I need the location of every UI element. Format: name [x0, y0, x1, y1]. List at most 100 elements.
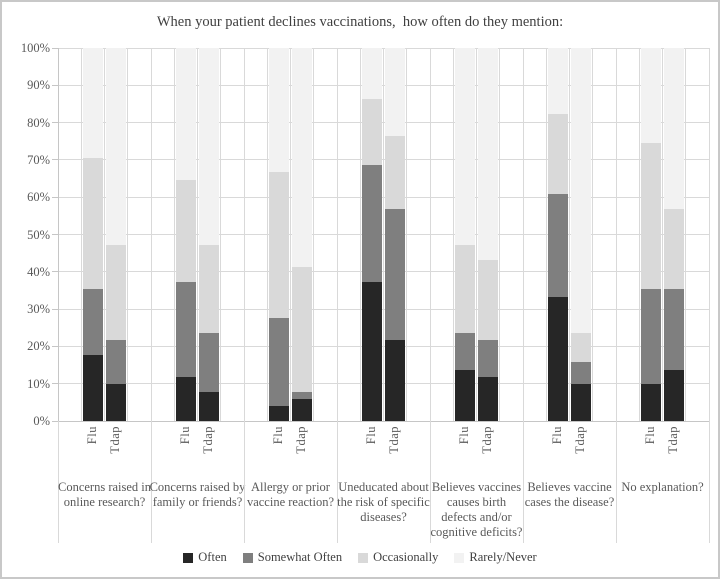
chart-legend: Often Somewhat Often Occasionally Rarely/Ne…	[2, 550, 718, 565]
legend-label: Somewhat Often	[257, 550, 343, 564]
bar-segment-somewhat-often	[269, 318, 289, 407]
gridline-vertical	[499, 48, 501, 421]
legend-item-rarely-never: Rarely/Never	[454, 550, 537, 565]
y-axis-tick-label: 10%	[27, 376, 50, 391]
legend-label: Occasionally	[373, 550, 439, 564]
category-label: Uneducated about the risk of specific di…	[337, 480, 430, 524]
gridline-vertical	[545, 48, 547, 421]
bar-segment-occasionally	[199, 245, 219, 334]
category-divider	[243, 421, 245, 543]
y-axis-tick-label: 90%	[27, 78, 50, 93]
x-axis-bar-label-tdap: Tdap	[387, 426, 402, 454]
legend-swatch-icon	[454, 552, 465, 563]
gridline-vertical	[80, 48, 82, 421]
y-axis-tick	[52, 271, 58, 273]
category-divider	[615, 421, 617, 543]
y-axis-tick	[52, 345, 58, 347]
gridline-vertical	[266, 48, 268, 421]
x-axis-bar-label-flu: Flu	[270, 426, 285, 445]
bar-segment-often	[83, 355, 103, 421]
category-divider	[429, 421, 431, 543]
bar-segment-occasionally	[83, 157, 103, 290]
chart-title: When your patient declines vaccinations,…	[156, 14, 564, 30]
bar-segment-somewhat-often	[362, 165, 382, 282]
gridline-vertical	[685, 48, 687, 421]
bar-segment-rarely-never	[455, 48, 475, 246]
bar-segment-occasionally	[664, 208, 684, 290]
legend-item-somewhat-often: Somewhat Often	[242, 550, 343, 565]
gridline-vertical	[406, 48, 408, 421]
x-axis-bar-label-tdap: Tdap	[573, 426, 588, 454]
category-label: Allergy or prior vaccine reaction?	[246, 480, 335, 509]
bar-segment-rarely-never	[664, 48, 684, 209]
y-axis-tick	[52, 122, 58, 124]
bar-segment-often	[455, 369, 475, 421]
gridline-vertical	[127, 48, 129, 421]
legend-label: Rarely/Never	[469, 550, 537, 564]
bar-segment-somewhat-often	[664, 289, 684, 370]
legend-item-occasionally: Occasionally	[358, 550, 438, 565]
gridline-vertical	[429, 48, 431, 421]
gridline-vertical	[662, 48, 663, 421]
bar-segment-occasionally	[641, 143, 661, 290]
bar-segment-occasionally	[106, 245, 126, 341]
category-divider	[708, 421, 710, 543]
x-axis-bar-label-flu: Flu	[363, 426, 378, 445]
bar-segment-rarely-never	[106, 48, 126, 246]
x-axis-bar-label-tdap: Tdap	[108, 426, 123, 454]
x-axis-bar-label-tdap: Tdap	[480, 426, 495, 454]
bar-segment-somewhat-often	[571, 362, 591, 385]
bar-segment-often	[641, 384, 661, 421]
y-axis-tick-label: 30%	[27, 302, 50, 317]
bar-segment-somewhat-often	[478, 340, 498, 377]
x-axis-bar-label-flu: Flu	[456, 426, 471, 445]
x-axis-bar-label-tdap: Tdap	[201, 426, 216, 454]
bar-segment-rarely-never	[548, 48, 568, 114]
gridline-vertical	[104, 48, 105, 421]
y-axis-line	[57, 48, 59, 422]
category-label: Believes vaccines causes birth defects a…	[430, 480, 523, 539]
y-axis-tick	[52, 234, 58, 235]
legend-swatch-icon	[242, 552, 253, 563]
bar-segment-somewhat-often	[106, 340, 126, 385]
bar-segment-somewhat-often	[292, 391, 312, 399]
legend-swatch-icon	[358, 552, 369, 563]
y-axis-tick-label: 40%	[27, 264, 50, 279]
gridline-vertical	[592, 48, 594, 421]
gridline-vertical	[243, 48, 245, 421]
bar-segment-somewhat-often	[641, 289, 661, 385]
y-axis-tick-label: 70%	[27, 152, 50, 167]
y-axis-tick-label: 50%	[27, 227, 50, 242]
x-axis-bar-label-tdap: Tdap	[666, 426, 681, 454]
bar-segment-occasionally	[385, 135, 405, 209]
bar-segment-occasionally	[571, 333, 591, 363]
bar-segment-rarely-never	[269, 48, 289, 173]
bar-segment-rarely-never	[385, 48, 405, 136]
bar-segment-rarely-never	[571, 48, 591, 334]
bar-segment-often	[385, 340, 405, 421]
x-axis-bar-label-flu: Flu	[549, 426, 564, 445]
category-divider	[57, 421, 59, 543]
bar-segment-often	[664, 369, 684, 421]
bar-segment-often	[176, 376, 196, 421]
gridline-vertical	[522, 48, 524, 421]
gridline-vertical	[452, 48, 454, 421]
y-axis-tick	[52, 47, 58, 49]
category-label: Concerns raised in online research?	[57, 480, 152, 509]
bar-segment-rarely-never	[362, 48, 382, 100]
y-axis-tick	[52, 84, 58, 86]
bar-segment-occasionally	[176, 179, 196, 282]
bar-segment-somewhat-often	[455, 333, 475, 370]
gridline-vertical	[638, 48, 640, 421]
y-axis-tick	[52, 420, 58, 422]
category-label: Concerns raised by family or friends?	[149, 480, 246, 509]
category-label: Believes vaccine cases the disease?	[524, 480, 615, 509]
bar-segment-rarely-never	[641, 48, 661, 144]
bar-segment-occasionally	[478, 260, 498, 341]
bar-segment-often	[571, 384, 591, 421]
category-divider	[522, 421, 524, 543]
gridline-vertical	[359, 48, 361, 421]
x-axis-bar-label-flu: Flu	[642, 426, 657, 445]
